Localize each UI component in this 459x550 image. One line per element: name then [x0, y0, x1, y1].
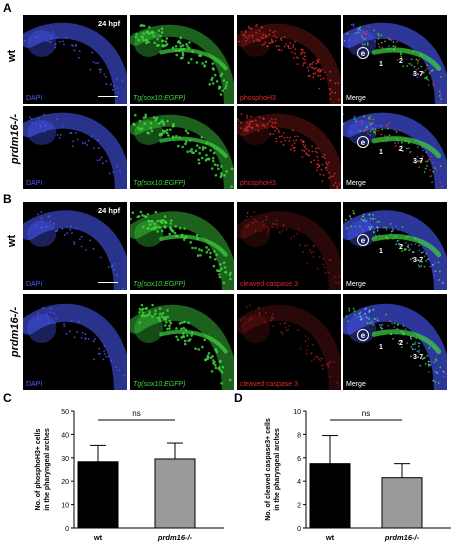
micrograph-a-wt-merge: Merge e 1 2 3-7	[343, 15, 447, 104]
channel-label: DAPI	[26, 95, 43, 102]
y-tick-label: 30	[61, 456, 69, 463]
scale-bar	[98, 95, 118, 97]
y-tick-label: 4	[297, 479, 301, 486]
arch-label-a2: 2	[399, 244, 403, 252]
bar-mutant	[381, 477, 423, 529]
arch-label-a1: 1	[379, 247, 383, 255]
micrograph-b-wt-dapi: DAPI	[23, 202, 127, 290]
micrograph-b-mutant-marker: cleaved caspase 3	[237, 294, 341, 390]
row-label-b-wt: wt	[6, 234, 19, 248]
y-tick-label: 0	[65, 526, 69, 533]
x-tick-label: wt	[93, 533, 103, 542]
significance-label: ns	[362, 409, 370, 418]
micrograph-a-wt-dapi: DAPI	[23, 15, 127, 104]
y-tick-label: 20	[61, 479, 69, 486]
arch-label-a2: 2	[399, 340, 403, 348]
channel-label: Merge	[346, 180, 366, 187]
y-tick-label: 8	[297, 432, 301, 439]
y-tick-label: 6	[297, 456, 301, 463]
channel-label: Merge	[346, 95, 366, 102]
y-tick-label: 10	[61, 503, 69, 510]
micrograph-a-mutant-gfp: Tg(sox10:EGFP)	[130, 106, 234, 189]
channel-label: DAPI	[26, 381, 43, 388]
micrograph-b-wt-merge: Merge e 1 2 3-7	[343, 202, 447, 290]
row-label-a-mutant: prdm16-/-	[9, 113, 22, 165]
channel-label: Tg(sox10:EGFP)	[133, 180, 186, 187]
channel-label: DAPI	[26, 180, 43, 187]
arch-label-a37: 3-7	[413, 158, 424, 166]
eye-marker: e	[357, 135, 369, 148]
significance-label: ns	[132, 409, 140, 418]
x-tick-label: wt	[325, 533, 335, 542]
channel-label: cleaved caspase 3	[240, 281, 298, 288]
bar-mutant	[154, 458, 196, 529]
y-tick-label: 40	[61, 432, 69, 439]
panel-letter-b: B	[3, 192, 12, 206]
panel-letter-c: C	[3, 391, 12, 405]
micrograph-b-wt-marker: cleaved caspase 3	[237, 202, 341, 290]
arch-label-a1: 1	[379, 61, 383, 69]
row-label-a-wt: wt	[6, 49, 19, 63]
arch-label-a1: 1	[379, 343, 383, 351]
channel-label: cleaved caspase 3	[240, 381, 298, 388]
channel-label: Merge	[346, 381, 366, 388]
micrograph-a-mutant-marker: phosphoH3	[237, 106, 341, 189]
eye-marker: e	[357, 47, 369, 60]
channel-label: phosphoH3	[240, 95, 276, 102]
micrograph-a-mutant-merge: Merge e 1 2 3-7	[343, 106, 447, 189]
y-axis-label: No. of phosphoH3+ cells in the pharyngeal…	[35, 428, 51, 511]
arch-label-a37: 3-7	[413, 71, 424, 79]
row-label-b-mutant: prdm16-/-	[9, 306, 22, 358]
stage-label-a: 24 hpf	[98, 19, 121, 28]
y-tick-label: 50	[61, 409, 69, 416]
micrograph-b-mutant-gfp: Tg(sox10:EGFP)	[130, 294, 234, 390]
panel-letter-a: A	[3, 1, 12, 15]
channel-label: phosphoH3	[240, 180, 276, 187]
channel-label: Tg(sox10:EGFP)	[133, 281, 186, 288]
micrograph-b-wt-gfp: Tg(sox10:EGFP)	[130, 202, 234, 290]
eye-marker: e	[357, 328, 369, 341]
bar-wt	[77, 461, 119, 529]
micrograph-a-wt-marker: phosphoH3	[237, 15, 341, 104]
stage-label-b: 24 hpf	[98, 206, 121, 215]
x-tick-label: prdm16-/-	[384, 533, 420, 542]
chart-d: 0 2 4 6 8 10 No. of cleaved caspase3+ cells in …	[265, 409, 451, 542]
bar-wt	[309, 463, 351, 529]
y-tick-label: 2	[297, 503, 301, 510]
micrograph-b-mutant-merge: Merge e 1 2 3-7	[343, 294, 447, 390]
channel-label: Tg(sox10:EGFP)	[133, 95, 186, 102]
arch-label-a37: 3-7	[413, 257, 424, 265]
arch-label-a37: 3-7	[413, 354, 424, 362]
eye-marker: e	[357, 233, 369, 246]
x-tick-label: prdm16-/-	[157, 533, 193, 542]
arch-label-a1: 1	[379, 149, 383, 157]
arch-label-a2: 2	[399, 145, 403, 153]
micrograph-b-mutant-dapi: DAPI	[23, 294, 127, 390]
panel-letter-d: D	[234, 391, 243, 405]
chart-c: 0 10 20 30 40 50 No. of phosphoH3+ cells in the…	[35, 409, 224, 542]
channel-label: Tg(sox10:EGFP)	[133, 381, 186, 388]
y-axis-label: No. of cleaved caspase3+ cells in the pha…	[265, 418, 281, 521]
arch-label-a2: 2	[399, 57, 403, 65]
micrograph-a-mutant-dapi: DAPI	[23, 106, 127, 189]
channel-label: DAPI	[26, 281, 43, 288]
channel-label: Merge	[346, 281, 366, 288]
scale-bar	[98, 281, 118, 283]
micrograph-a-wt-gfp: Tg(sox10:EGFP)	[130, 15, 234, 104]
y-tick-label: 10	[293, 409, 301, 416]
y-tick-label: 0	[297, 526, 301, 533]
